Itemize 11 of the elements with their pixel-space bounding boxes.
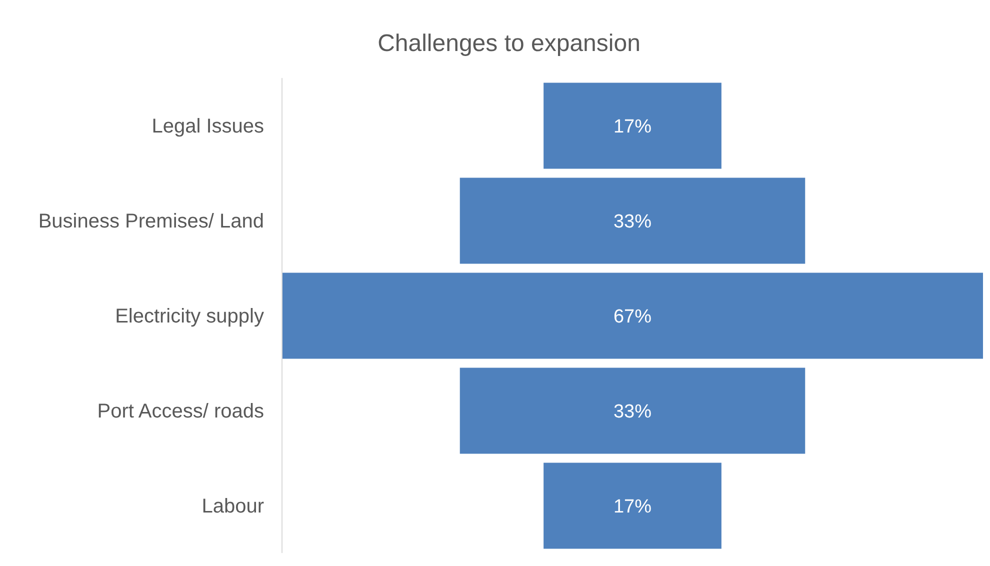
data-label: 67% xyxy=(613,306,652,328)
category-label: Business Premises/ Land xyxy=(38,210,264,233)
text: Challenges to expansion xyxy=(376,30,642,58)
category-label: Labour xyxy=(202,496,264,518)
data-label: 33% xyxy=(613,401,652,422)
category-label: Legal Issues xyxy=(152,116,264,138)
category-label: Electricity supply xyxy=(115,306,264,328)
data-label: 33% xyxy=(613,211,652,232)
data-label: 17% xyxy=(613,116,652,138)
data-label: 17% xyxy=(613,496,652,518)
category-label: Port Access/ roads xyxy=(97,400,264,423)
